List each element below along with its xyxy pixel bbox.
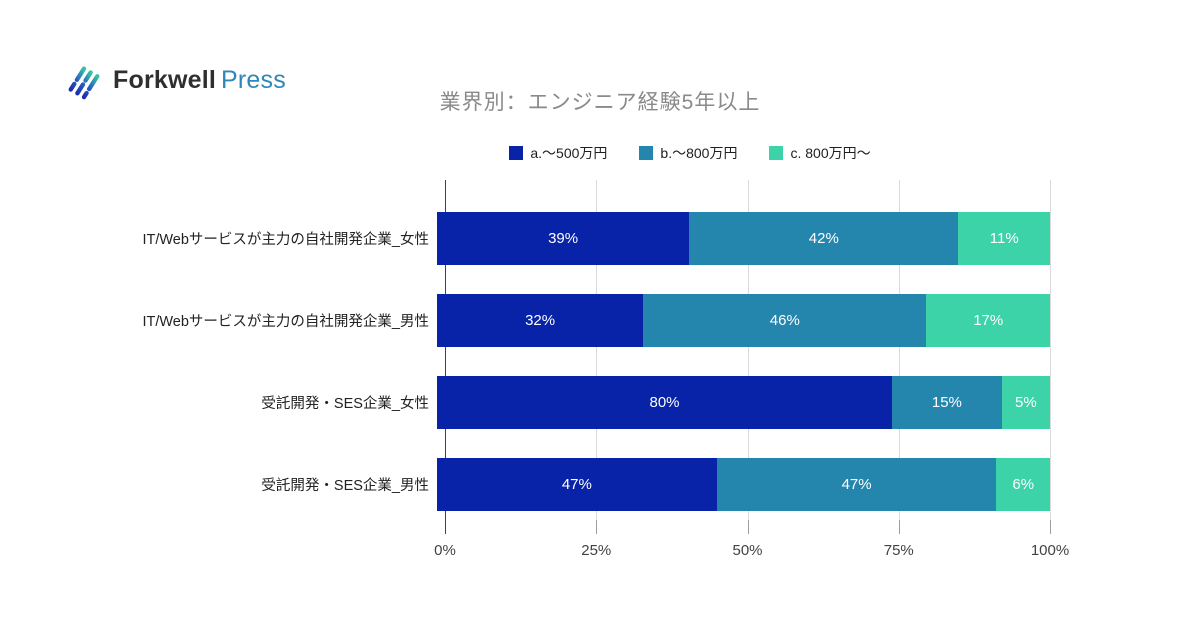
x-axis-tick-label: 0% (434, 542, 456, 559)
bar-segment: 39% (437, 212, 690, 265)
bar-value-label: 47% (561, 476, 592, 493)
bar-segment: 11% (958, 212, 1050, 265)
x-axis-tick-label: 100% (1030, 542, 1070, 559)
x-axis-tick (747, 520, 749, 534)
forkwell-logo-icon (68, 66, 100, 100)
x-axis-tick-label: 75% (883, 542, 914, 559)
bar-segment: 5% (1001, 376, 1050, 429)
bar-value-label: 42% (808, 230, 839, 247)
bar-segment: 80% (437, 376, 893, 429)
bar-segment: 47% (716, 458, 997, 511)
legend-label: c. 800万円～ (790, 145, 871, 161)
x-axis-tick (1050, 520, 1051, 534)
logo-brand-text: Forkwell (113, 65, 217, 94)
bar-value-label: 32% (525, 312, 556, 329)
bar-track: 39% 42% 11% (437, 212, 1050, 265)
vertical-gridline (1050, 180, 1051, 520)
category-label: 受託開発・SES企業_女性 (261, 396, 429, 412)
vertical-gridline (898, 180, 900, 520)
x-axis-tick-label: 25% (581, 542, 612, 559)
bar-value-label: 15% (931, 394, 962, 411)
legend-label: a.～500万円 (530, 145, 608, 161)
y-axis-line (445, 180, 446, 534)
logo-suffix-text: Press (221, 65, 286, 94)
legend-item: a.～500万円 (509, 143, 607, 163)
bar-row: IT/Webサービスが主力の自社開発企業_女性 39% 42% 11% (0, 212, 1050, 265)
bar-segment: 42% (689, 212, 959, 265)
bar-segment: 15% (892, 376, 1002, 429)
category-label: 受託開発・SES企業_男性 (261, 478, 429, 494)
legend-swatch (769, 146, 784, 160)
bar-segment: 6% (996, 458, 1050, 511)
x-axis-tick-label: 50% (732, 542, 763, 559)
vertical-gridline (596, 180, 598, 520)
bar-value-label: 39% (548, 230, 579, 247)
bar-track: 32% 46% 17% (437, 294, 1051, 347)
bar-value-label: 5% (1015, 394, 1037, 411)
x-axis-tick (596, 520, 598, 534)
legend-swatch (639, 146, 654, 160)
bar-segment: 46% (643, 294, 927, 347)
chart-legend: a.～500万円 b.～800万円 c. 800万円～ (300, 143, 1080, 163)
legend-swatch (509, 146, 524, 160)
bar-value-label: 47% (841, 476, 872, 493)
bar-track: 47% 47% 6% (437, 458, 1050, 511)
category-label: IT/Webサービスが主力の自社開発企業_女性 (142, 232, 429, 248)
bar-segment: 47% (437, 458, 717, 511)
bar-value-label: 11% (989, 230, 1019, 247)
bar-segment: 32% (437, 294, 644, 347)
bar-value-label: 17% (973, 312, 1004, 329)
forkwell-press-logo: Forkwell Press (66, 60, 286, 100)
bar-value-label: 46% (769, 312, 800, 329)
logo-text: Forkwell Press (113, 66, 286, 95)
bar-value-label: 6% (1012, 476, 1035, 493)
chart-title: 業界別：エンジニア経験5年以上 (439, 91, 761, 114)
vertical-gridline (747, 180, 749, 520)
bar-value-label: 80% (649, 394, 680, 411)
bar-segment: 17% (926, 294, 1051, 347)
legend-label: b.～800万円 (660, 145, 738, 161)
category-label: IT/Webサービスが主力の自社開発企業_男性 (142, 314, 429, 330)
legend-item: b.～800万円 (639, 143, 737, 163)
legend-item: c. 800万円～ (769, 143, 871, 163)
bar-row: 受託開発・SES企業_男性 47% 47% 6% (0, 458, 1050, 511)
bar-row: 受託開発・SES企業_女性 80% 15% 5% (0, 376, 1050, 429)
bar-track: 80% 15% 5% (437, 376, 1050, 429)
x-axis-tick (898, 520, 900, 534)
bar-row: IT/Webサービスが主力の自社開発企業_男性 32% 46% 17% (0, 294, 1051, 347)
